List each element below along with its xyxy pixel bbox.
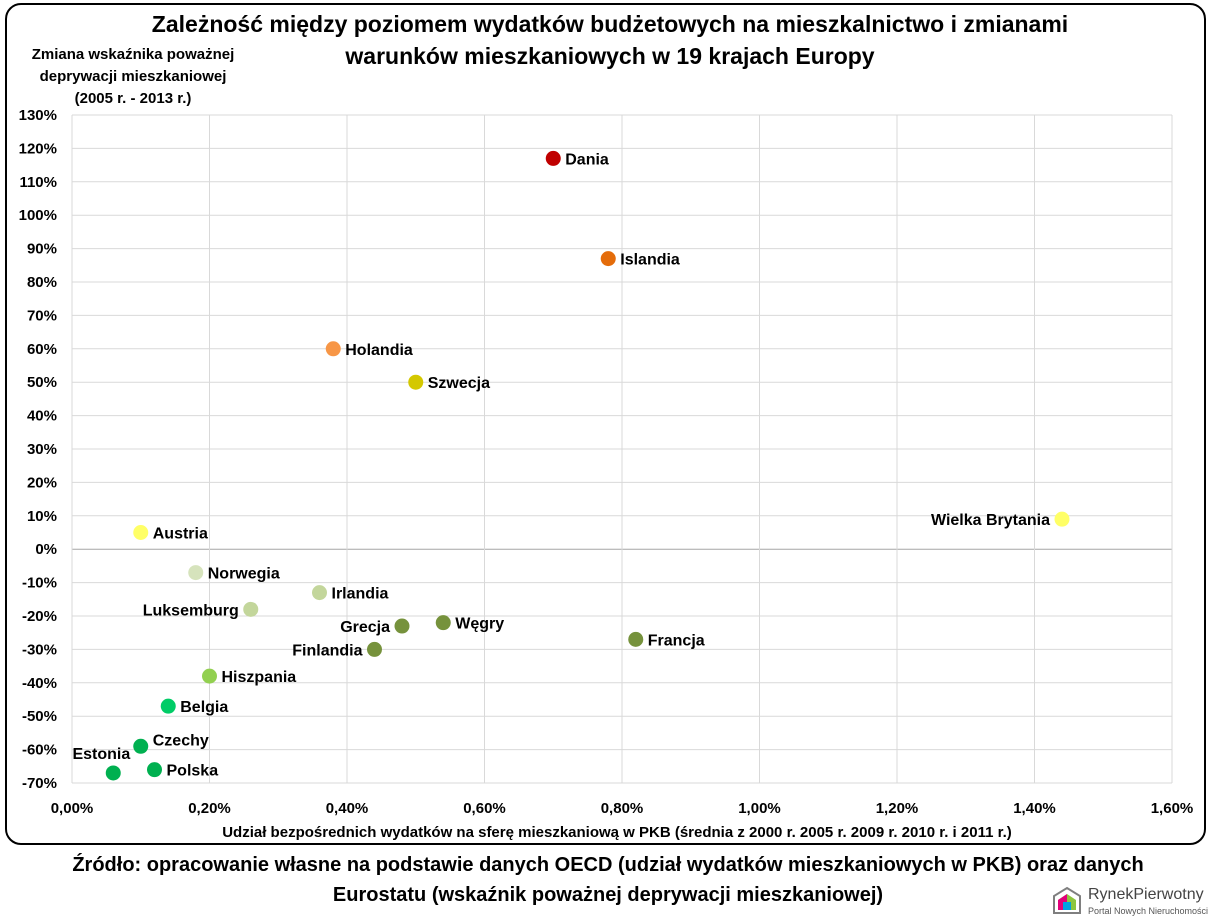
x-tick-label: 0,20% (188, 800, 231, 817)
x-tick-label: 1,20% (876, 800, 919, 817)
point-label-islandia: Islandia (620, 252, 680, 269)
y-axis-label-line-2: deprywacji mieszkaniowej (39, 68, 227, 85)
y-tick-label: 0% (35, 541, 57, 558)
point-islandia (600, 251, 616, 267)
y-tick-label: 20% (27, 474, 57, 491)
chart-frame (5, 3, 1206, 845)
y-tick-label: 90% (27, 241, 57, 258)
point-label-austria: Austria (153, 526, 208, 543)
y-tick-label: -50% (22, 708, 57, 725)
point-label-dania: Dania (565, 151, 609, 168)
x-tick-label: 0,40% (326, 800, 369, 817)
chart-title: Zależność między poziomem wydatków budże… (110, 8, 1110, 72)
point-label-luksemburg: Luksemburg (143, 602, 239, 619)
x-tick-label: 0,60% (463, 800, 506, 817)
chart-title-line-2: warunków mieszkaniowych w 19 krajach Eur… (345, 43, 875, 69)
point-holandia (325, 341, 341, 357)
y-axis-label-line-1: Zmiana wskaźnika poważnej (31, 46, 235, 63)
point-irlandia (312, 585, 327, 601)
point-labels: Dania Islandia Holandia Szwecja Wielka Bryta… (72, 151, 1050, 779)
point-luksemburg (243, 601, 259, 617)
point-label-estonia: Estonia (72, 746, 130, 763)
y-tick-label: 120% (19, 140, 57, 157)
point-austria (133, 525, 149, 540)
y-tick-label: -10% (22, 575, 57, 592)
y-tick-label: -20% (22, 608, 57, 625)
point-finlandia (367, 641, 382, 657)
y-tick-label: 60% (27, 341, 57, 358)
y-tick-label: 70% (27, 307, 57, 324)
point-label-finlandia: Finlandia (292, 642, 362, 659)
source-line-1: Źródło: opracowanie własne na podstawie … (72, 854, 1144, 876)
point-label-szwecja: Szwecja (428, 375, 490, 392)
point-grecja (394, 618, 410, 634)
point-polska (147, 762, 162, 778)
y-axis-label-line-3: (2005 r. - 2013 r.) (74, 90, 192, 107)
point-label-polska: Polska (167, 763, 219, 780)
point-norwegia (188, 565, 204, 581)
y-tick-label: 110% (19, 174, 57, 191)
x-tick-labels: 0,00% 0,20% 0,40% 0,60% 0,80% 1,00% 1,20% 1,40%… (51, 800, 1194, 817)
house-logo-icon (1053, 886, 1081, 914)
y-tick-label: -70% (22, 775, 57, 792)
x-tick-label: 0,00% (51, 800, 94, 817)
point-belgia (160, 698, 176, 714)
point-wegry (435, 615, 451, 631)
point-label-belgia: Belgia (180, 699, 228, 716)
point-label-wielka-brytania: Wielka Brytania (931, 512, 1050, 529)
data-points (105, 150, 1070, 781)
x-tick-label: 1,00% (738, 800, 781, 817)
y-tick-label: 40% (27, 408, 57, 425)
x-tick-label: 1,40% (1013, 800, 1056, 817)
point-label-francja: Francja (648, 632, 705, 649)
point-label-norwegia: Norwegia (208, 566, 280, 583)
scatter-chart: 130% 120% 110% 100% 90% 80% 70% 60% 50% 40% 30% 20%… (19, 107, 1194, 817)
point-czechy (133, 738, 149, 754)
logo-name: RynekPierwotny (1088, 886, 1204, 903)
point-hiszpania (202, 668, 217, 684)
chart-title-line-1: Zależność między poziomem wydatków budże… (151, 11, 1069, 37)
x-tick-label: 0,80% (601, 800, 644, 817)
logo-subtitle: Portal Nowych Nieruchomości (1088, 906, 1209, 916)
point-estonia (105, 765, 121, 781)
point-label-holandia: Holandia (345, 342, 413, 359)
y-tick-label: 100% (19, 207, 57, 224)
y-tick-label: 50% (27, 374, 57, 391)
point-label-grecja: Grecja (340, 619, 390, 636)
rynekpierwotny-logo: RynekPierwotny Portal Nowych Nieruchomoś… (1052, 884, 1212, 920)
source-line-2: Eurostatu (wskaźnik poważnej deprywacji … (332, 884, 884, 906)
point-label-hiszpania: Hiszpania (222, 669, 297, 686)
point-francja (628, 631, 644, 647)
y-tick-label: -30% (22, 641, 57, 658)
y-tick-label: 30% (27, 441, 57, 458)
point-label-irlandia: Irlandia (332, 586, 389, 603)
point-dania (545, 150, 561, 166)
grid-lines (71, 114, 1173, 784)
y-axis-label: Zmiana wskaźnika poważnej deprywacji mie… (8, 44, 258, 110)
y-tick-labels: 130% 120% 110% 100% 90% 80% 70% 60% 50% 40% 30% 20%… (19, 107, 57, 792)
point-label-czechy: Czechy (153, 732, 209, 749)
x-axis-label: Udział bezpośrednich wydatków na sferę m… (222, 824, 1012, 841)
source-note: Źródło: opracowanie własne na podstawie … (20, 850, 1196, 910)
point-label-wegry: Węgry (455, 616, 504, 633)
y-tick-label: 80% (27, 274, 57, 291)
point-wielka-brytania (1054, 511, 1070, 527)
y-tick-label: 10% (27, 508, 57, 525)
y-tick-label: 130% (19, 107, 57, 124)
x-tick-label: 1,60% (1151, 800, 1194, 817)
y-tick-label: -40% (22, 675, 57, 692)
point-szwecja (408, 374, 424, 390)
y-tick-label: -60% (22, 742, 57, 759)
